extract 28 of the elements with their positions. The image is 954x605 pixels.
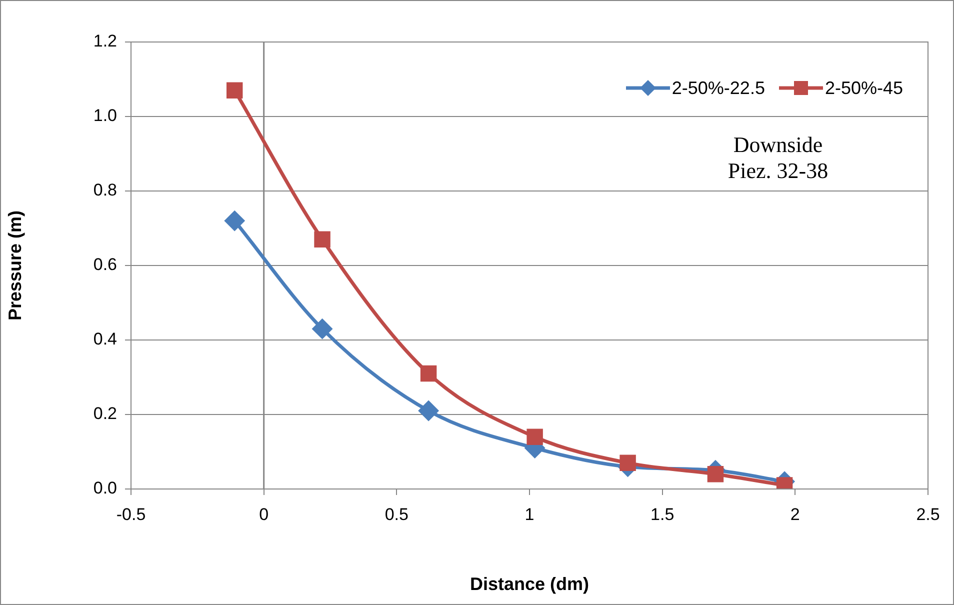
y-tick-label: 0.8 — [93, 180, 117, 200]
point — [620, 454, 636, 472]
point — [312, 319, 332, 339]
x-tick-label: 1 — [524, 504, 534, 524]
point — [224, 211, 244, 231]
x-tick-label: 2.5 — [916, 504, 940, 524]
point — [226, 82, 243, 99]
y-tick-label: 1.0 — [93, 106, 117, 126]
x-axis-title: Distance (dm) — [470, 574, 590, 594]
y-tick-label: 1.2 — [93, 32, 117, 51]
y-tick-label: 0.2 — [93, 404, 117, 424]
x-tick-label: 0 — [259, 504, 269, 524]
point — [418, 401, 438, 421]
y-axis-title: Pressure (m) — [4, 210, 25, 321]
annotation: Downside Piez. 32-38 — [728, 132, 828, 183]
y-tick-label: 0.4 — [93, 330, 117, 349]
point — [420, 365, 437, 382]
x-tick-label: 1.5 — [650, 504, 674, 524]
x-tick-label: 0.5 — [384, 504, 408, 524]
y-tick-label: 0.6 — [93, 255, 117, 274]
x-tick-label: 2 — [790, 504, 800, 524]
point — [526, 428, 543, 445]
y-tick-label: 0.0 — [93, 478, 117, 498]
point — [314, 231, 330, 248]
x-tick-label: -0.5 — [116, 504, 146, 524]
legend-label: 2-50%-22.5 — [672, 78, 765, 98]
legend-label: 2-50%-45 — [824, 78, 903, 98]
point — [707, 466, 724, 482]
